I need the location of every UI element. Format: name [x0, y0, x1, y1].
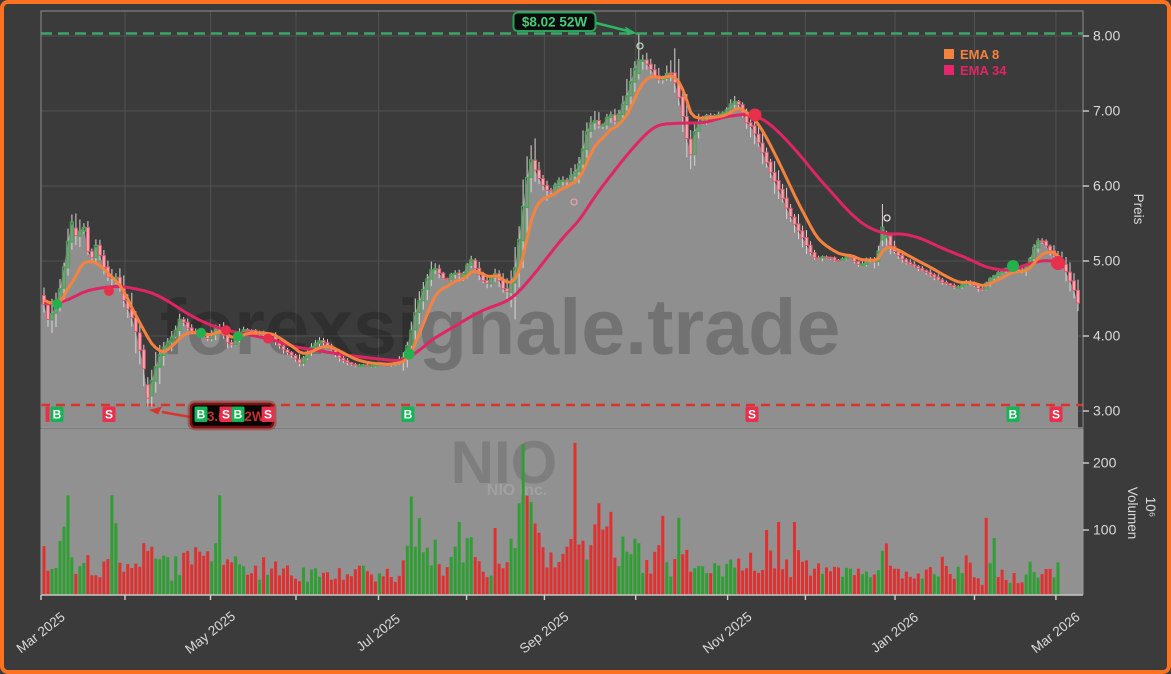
svg-text:3.00: 3.00 [1093, 403, 1120, 419]
svg-text:B: B [197, 408, 206, 422]
svg-text:B: B [404, 408, 413, 422]
svg-text:8.00: 8.00 [1093, 28, 1120, 44]
svg-text:NIO Inc.: NIO Inc. [487, 482, 547, 499]
svg-text:S: S [748, 408, 756, 422]
svg-text:S: S [105, 408, 113, 422]
svg-text:S: S [1052, 408, 1060, 422]
svg-text:forexsignale.trade: forexsignale.trade [160, 282, 841, 371]
svg-text:B: B [53, 408, 62, 422]
svg-text:200: 200 [1093, 455, 1117, 471]
svg-text:5.00: 5.00 [1093, 253, 1120, 269]
svg-text:S: S [264, 408, 272, 422]
svg-text:100: 100 [1093, 522, 1117, 538]
svg-text:7.00: 7.00 [1093, 103, 1120, 119]
svg-text:10⁶: 10⁶ [1143, 497, 1158, 518]
svg-text:Preis: Preis [1131, 194, 1146, 225]
svg-text:NIO: NIO [451, 429, 558, 496]
svg-text:Volumen: Volumen [1125, 487, 1140, 540]
svg-text:6.00: 6.00 [1093, 178, 1120, 194]
svg-text:EMA 34: EMA 34 [960, 63, 1007, 78]
svg-text:4.00: 4.00 [1093, 328, 1120, 344]
svg-text:B: B [234, 408, 243, 422]
svg-text:EMA 8: EMA 8 [960, 47, 999, 62]
svg-text:S: S [222, 408, 230, 422]
svg-text:$8.02 52W: $8.02 52W [522, 15, 588, 30]
svg-text:B: B [1009, 408, 1018, 422]
